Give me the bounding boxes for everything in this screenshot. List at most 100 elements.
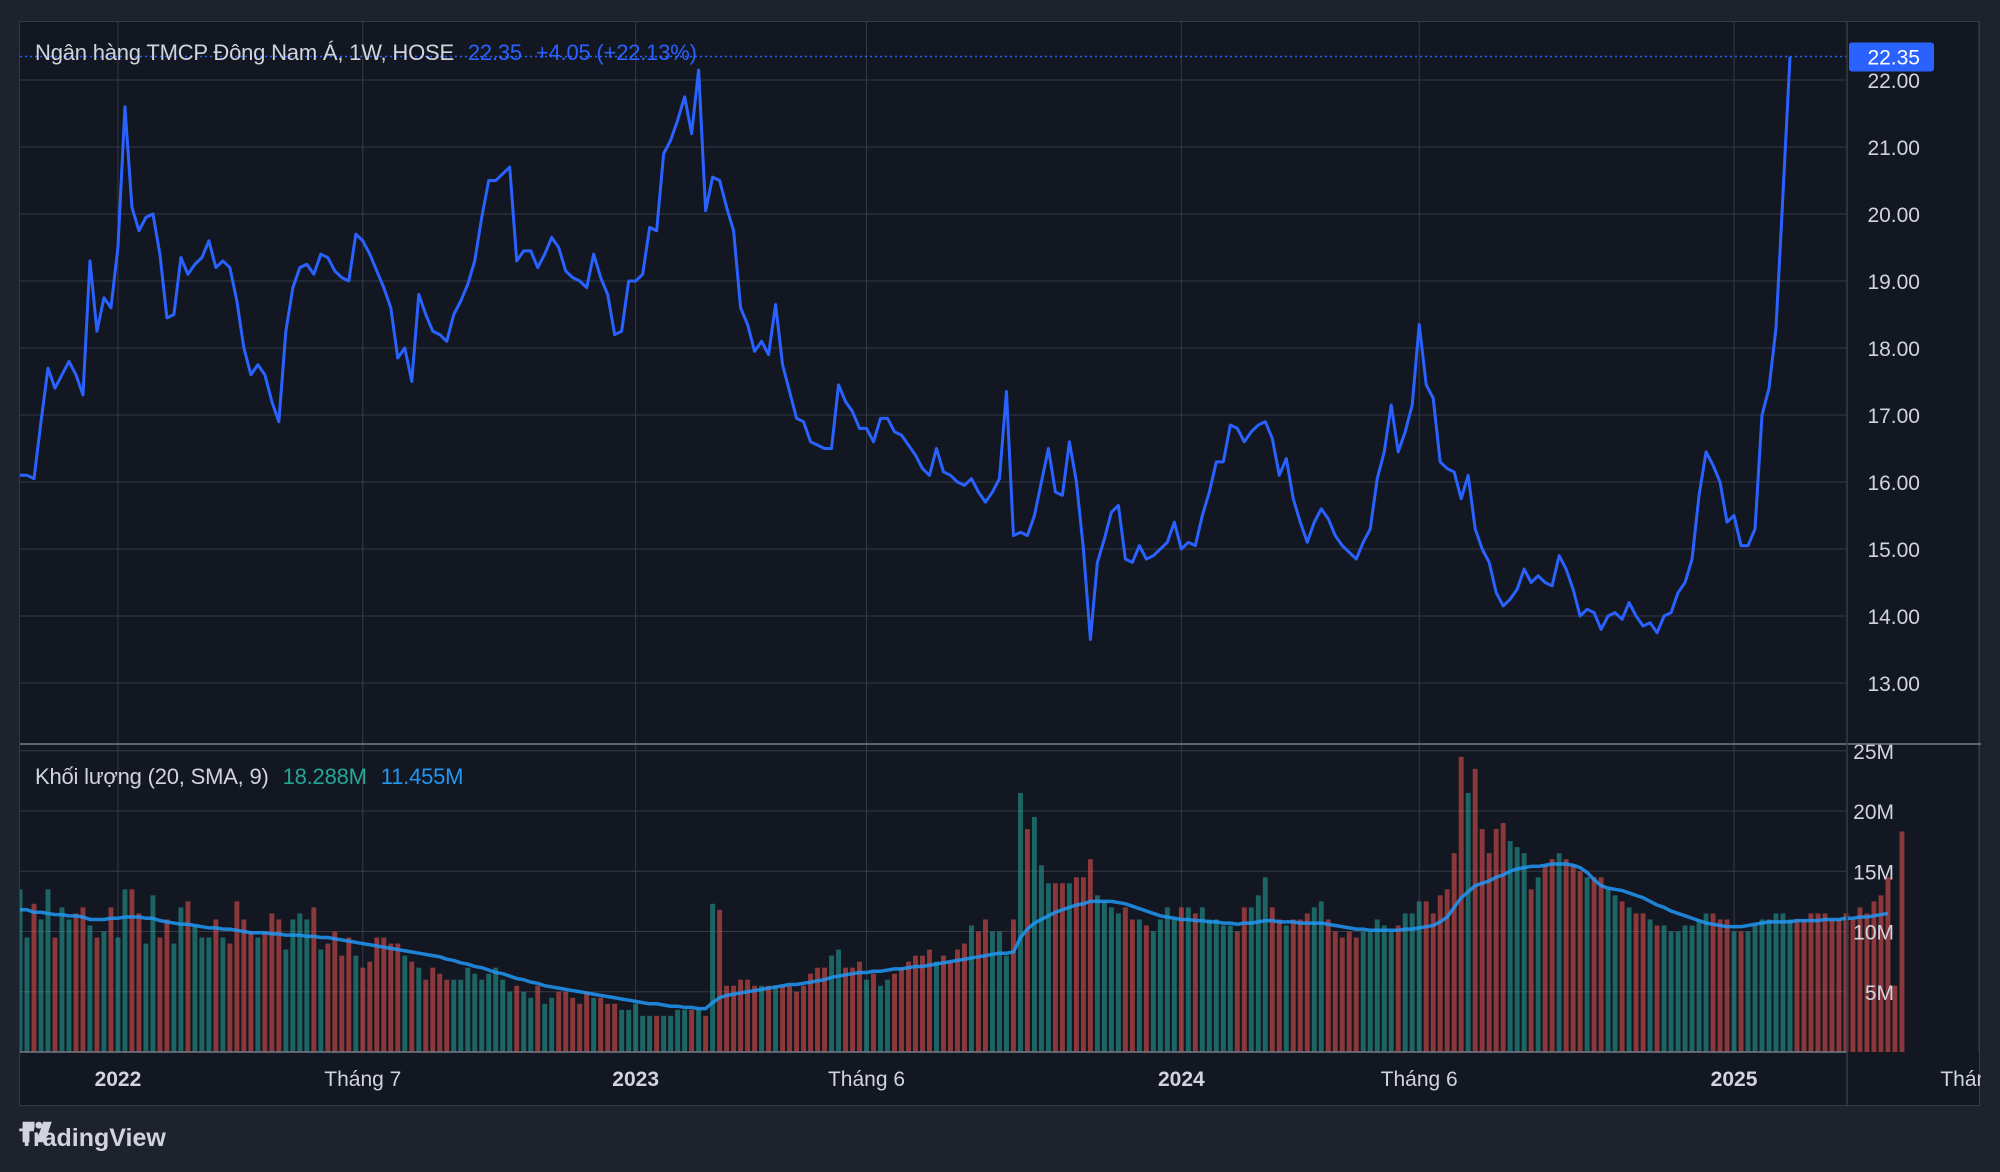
- volume-bar: [1248, 907, 1254, 1052]
- volume-bar: [1479, 829, 1485, 1052]
- volume-bar: [395, 943, 401, 1052]
- volume-bar: [1675, 931, 1681, 1052]
- volume-bar: [927, 949, 932, 1052]
- volume-bar: [633, 1003, 639, 1052]
- volume-bar: [682, 1009, 688, 1052]
- volume-bar: [1185, 907, 1191, 1052]
- price-axis-tick-label: 17.00: [1867, 405, 1920, 428]
- volume-bar: [801, 985, 807, 1052]
- volume-bar: [1864, 913, 1870, 1052]
- volume-bar: [920, 955, 925, 1052]
- volume-bar: [955, 949, 960, 1052]
- volume-axis-tick-label: 15M: [1853, 861, 1894, 884]
- volume-bar: [1850, 919, 1856, 1052]
- volume-bar: [20, 889, 23, 1052]
- volume-value: 18.288M: [282, 764, 367, 789]
- volume-axis-tick-label: 20M: [1853, 801, 1894, 824]
- volume-bar: [892, 973, 897, 1052]
- price-axis-tick-label: 15.00: [1867, 539, 1920, 562]
- volume-bar: [115, 937, 121, 1052]
- volume-bar: [661, 1015, 667, 1052]
- volume-bar: [1535, 877, 1541, 1052]
- volume-bar: [1136, 919, 1142, 1052]
- volume-bar: [577, 1003, 583, 1052]
- volume-bar: [1017, 792, 1023, 1052]
- volume-bar: [1752, 925, 1758, 1052]
- volume-bar: [1759, 919, 1765, 1052]
- volume-bar: [185, 901, 191, 1052]
- volume-bar: [983, 919, 988, 1052]
- volume-bar: [843, 967, 848, 1052]
- volume-bar: [206, 937, 212, 1052]
- volume-bar: [1465, 792, 1471, 1052]
- volume-bar: [38, 919, 44, 1052]
- volume-bar: [647, 1015, 653, 1052]
- volume-bar: [871, 973, 876, 1052]
- price-line: [20, 56, 1792, 641]
- volume-bar: [171, 943, 177, 1052]
- tradingview-logo[interactable]: TradingView: [19, 1120, 166, 1156]
- volume-bar: [1381, 925, 1387, 1052]
- volume-bar: [52, 937, 58, 1052]
- last-price-tag: [1849, 42, 1934, 72]
- chart-canvas[interactable]: 22.35 13.00 14.00 15.00 16.00 17.00 18.00 19.0…: [20, 22, 1981, 1107]
- price-axis-tick-label: 18.00: [1867, 338, 1920, 361]
- volume-bar: [549, 997, 555, 1052]
- volume-bar: [899, 967, 904, 1052]
- volume-bar: [1486, 853, 1492, 1052]
- time-axis-tick-label: 2025: [1711, 1068, 1758, 1091]
- volume-bar: [472, 973, 478, 1052]
- volume-bar: [381, 937, 387, 1052]
- volume-bar: [66, 919, 72, 1052]
- volume-bar: [689, 1009, 695, 1052]
- volume-bar: [752, 985, 758, 1052]
- volume-bar: [738, 979, 744, 1052]
- volume-bar: [486, 973, 492, 1052]
- volume-bar: [528, 997, 534, 1052]
- chart-frame[interactable]: 22.35 13.00 14.00 15.00 16.00 17.00 18.00 19.0…: [19, 21, 1981, 1107]
- price-axis-tick-label: 16.00: [1867, 472, 1920, 495]
- volume-bar: [1843, 913, 1849, 1052]
- volume-bar: [192, 925, 198, 1052]
- volume-bar: [1682, 925, 1688, 1052]
- volume-bar: [178, 907, 184, 1052]
- volume-bar: [1654, 925, 1660, 1052]
- volume-bar: [1493, 829, 1499, 1052]
- volume-bar: [1626, 907, 1632, 1052]
- volume-bar: [654, 1015, 660, 1052]
- volume-bar: [1430, 913, 1436, 1052]
- volume-bar: [220, 937, 226, 1052]
- volume-bar: [1738, 931, 1744, 1052]
- volume-bar: [990, 931, 995, 1052]
- volume-bar: [1157, 919, 1163, 1052]
- volume-bar: [556, 991, 562, 1052]
- volume-bar: [255, 937, 261, 1052]
- volume-bar: [1521, 853, 1527, 1052]
- volume-bar: [1563, 859, 1569, 1052]
- volume-bar: [1297, 919, 1303, 1052]
- volume-bar: [1346, 931, 1352, 1052]
- volume-bar: [1199, 907, 1205, 1052]
- volume-bar: [1024, 829, 1030, 1052]
- volume-bar: [1171, 919, 1177, 1052]
- time-axis-tick-label: 2024: [1158, 1068, 1205, 1091]
- volume-bar: [1822, 913, 1828, 1052]
- volume-bar: [437, 973, 443, 1052]
- volume-axis-tick-label: 10M: [1853, 922, 1894, 945]
- volume-bar: [731, 985, 737, 1052]
- volume-bar: [626, 1009, 632, 1052]
- volume-bar: [465, 967, 471, 1052]
- volume-bar: [996, 931, 1002, 1052]
- volume-bar: [1528, 889, 1534, 1052]
- volume-bar: [1542, 865, 1548, 1052]
- volume-bar: [1325, 919, 1331, 1052]
- volume-bar: [1619, 901, 1625, 1052]
- volume-bar: [1829, 919, 1835, 1052]
- volume-bar: [444, 979, 450, 1052]
- volume-bar: [1178, 907, 1184, 1052]
- volume-bar: [696, 1009, 702, 1052]
- volume-bar: [367, 961, 373, 1052]
- volume-bar: [948, 961, 953, 1052]
- volume-sma-line: [20, 862, 1889, 1011]
- volume-bar: [1010, 919, 1016, 1052]
